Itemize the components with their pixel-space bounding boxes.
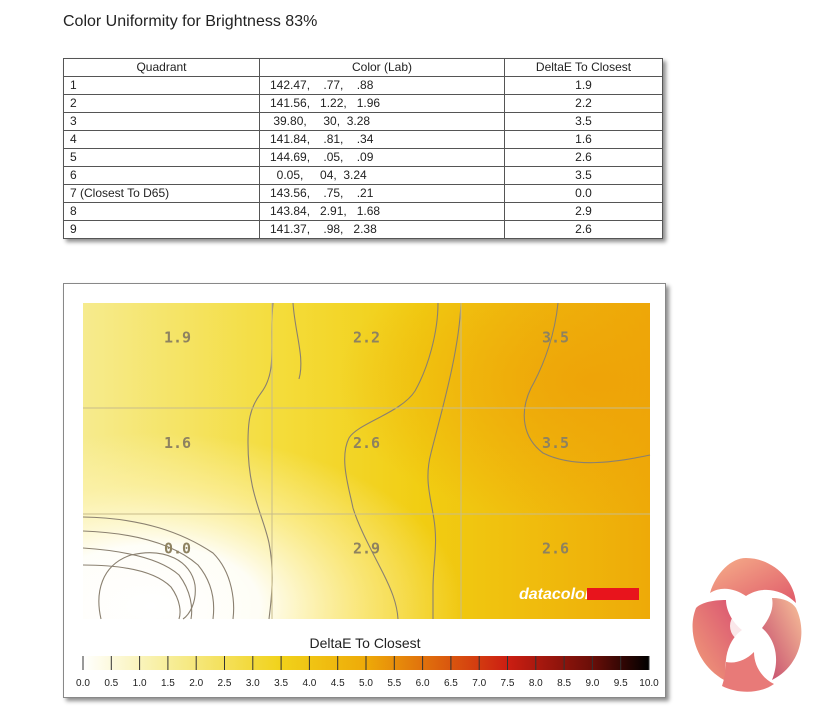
table-row: 7 (Closest To D65) 143.56, .75, .21 0.0: [63, 184, 663, 203]
scale-labels: 0.0 0.5 1.0 1.5 2.0 2.5 3.0 3.5 4.0 4.5 5.0 5.5 6.0 6…: [76, 678, 659, 689]
cell-lab: 141.37, .98, 2.38: [259, 220, 505, 239]
scale-tick-label: 2.0: [189, 678, 203, 689]
logo-mark: [692, 558, 802, 692]
table-row: 4 141.84, .81, .34 1.6: [63, 130, 663, 149]
scale-tick-label: 1.5: [161, 678, 175, 689]
table-row: 1 142.47, .77, .88 1.9: [63, 76, 663, 95]
scale-ticks: [82, 656, 650, 670]
scale-tick-label: 7.5: [501, 678, 515, 689]
cell-delta: 2.2: [504, 94, 663, 113]
cell-delta: 2.6: [504, 220, 663, 239]
header-color-lab: Color (Lab): [259, 58, 505, 77]
scale-tick-label: 1.0: [133, 678, 147, 689]
table-row: 2 141.56, 1.22, 1.96 2.2: [63, 94, 663, 113]
cell-delta: 2.6: [504, 148, 663, 167]
heatmap-cool-zone: [83, 303, 650, 619]
contour-line: [82, 547, 193, 620]
cell-lab: 0.05, 04, 3.24: [259, 166, 505, 185]
cell-quadrant: 3: [63, 112, 260, 131]
scale-tick-label: 2.5: [218, 678, 232, 689]
scale-tick-label: 4.5: [331, 678, 345, 689]
cell-delta: 2.9: [504, 202, 663, 221]
watermark-bar: [587, 588, 639, 600]
scale-title: DeltaE To Closest: [309, 635, 420, 651]
cell-quadrant: 5: [63, 148, 260, 167]
scale-tick-label: 0.0: [76, 678, 90, 689]
scale-tick-label: 0.5: [104, 678, 118, 689]
scale-tick-label: 9.5: [614, 678, 628, 689]
contour-line: [344, 302, 439, 620]
page-title: Color Uniformity for Brightness 83%: [63, 13, 318, 30]
cell-value-1: 1.9: [164, 329, 191, 347]
cell-quadrant: 8: [63, 202, 260, 221]
contour-lines: [82, 302, 651, 620]
cell-lab: 141.56, 1.22, 1.96: [259, 94, 505, 113]
table-row: 8 143.84, 2.91, 1.68 2.9: [63, 202, 663, 221]
cell-quadrant: 7 (Closest To D65): [63, 184, 260, 203]
color-scale: 0.0 0.5 1.0 1.5 2.0 2.5 3.0 3.5 4.0 4.5 5.0 5.5 6.0 6…: [76, 656, 659, 689]
cell-delta: 3.5: [504, 112, 663, 131]
table-row: 6 0.05, 04, 3.24 3.5: [63, 166, 663, 185]
cell-delta: 1.9: [504, 76, 663, 95]
table-row: 9 141.37, .98, 2.38 2.6: [63, 220, 663, 239]
cell-value-6: 3.5: [542, 434, 569, 452]
scale-tick-label: 9.0: [585, 678, 599, 689]
cell-lab: 144.69, .05, .09: [259, 148, 505, 167]
cell-quadrant: 9: [63, 220, 260, 239]
datacolor-watermark: datacolor: [519, 586, 639, 603]
cell-quadrant: 4: [63, 130, 260, 149]
grid-lines: [83, 303, 650, 619]
scale-tick-label: 10.0: [639, 678, 659, 689]
cell-value-3: 3.5: [542, 329, 569, 347]
uniformity-heatmap: 1.9 2.2 3.5 1.6 2.6 3.5 0.0 2.9 2.6 data…: [76, 302, 659, 689]
scale-tick-label: 5.5: [387, 678, 401, 689]
cell-value-8: 2.9: [353, 539, 380, 557]
cell-value-5: 2.6: [353, 434, 380, 452]
contour-line: [98, 552, 196, 620]
scale-tick-label: 3.0: [246, 678, 260, 689]
watermark-text: datacolor: [519, 586, 592, 603]
cell-lab: 143.84, 2.91, 1.68: [259, 202, 505, 221]
contour-line: [82, 530, 215, 620]
scale-tick-label: 3.5: [274, 678, 288, 689]
cell-delta: 0.0: [504, 184, 663, 203]
uniformity-chart-panel: 1.9 2.2 3.5 1.6 2.6 3.5 0.0 2.9 2.6 data…: [63, 283, 666, 698]
table-header-row: Quadrant Color (Lab) DeltaE To Closest: [63, 58, 663, 77]
scale-tick-label: 6.5: [444, 678, 458, 689]
brand-logo: [692, 558, 802, 692]
cell-delta: 1.6: [504, 130, 663, 149]
uniformity-table: Quadrant Color (Lab) DeltaE To Closest 1…: [63, 58, 663, 239]
cell-value-9: 2.6: [542, 539, 569, 557]
cell-quadrant: 1: [63, 76, 260, 95]
contour-line: [292, 302, 302, 380]
cell-lab: 142.47, .77, .88: [259, 76, 505, 95]
cell-quadrant: 6: [63, 166, 260, 185]
scale-tick-label: 8.5: [557, 678, 571, 689]
table-row: 5 144.69, .05, .09 2.6: [63, 148, 663, 167]
cell-value-7: 0.0: [164, 539, 191, 557]
cell-delta: 3.5: [504, 166, 663, 185]
contour-line: [82, 516, 235, 620]
scale-tick-label: 4.0: [302, 678, 316, 689]
contour-line: [427, 302, 462, 619]
cell-lab: 143.56, .75, .21: [259, 184, 505, 203]
scale-tick-label: 8.0: [529, 678, 543, 689]
cell-lab: 39.80, 30, 3.28: [259, 112, 505, 131]
scale-tick-label: 6.0: [416, 678, 430, 689]
cell-values: 1.9 2.2 3.5 1.6 2.6 3.5 0.0 2.9 2.6: [164, 329, 569, 558]
cell-quadrant: 2: [63, 94, 260, 113]
scale-tick-label: 7.0: [472, 678, 486, 689]
header-deltae: DeltaE To Closest: [504, 58, 663, 77]
cell-lab: 141.84, .81, .34: [259, 130, 505, 149]
table-row: 3 39.80, 30, 3.28 3.5: [63, 112, 663, 131]
header-quadrant: Quadrant: [63, 58, 260, 77]
scale-tick-label: 5.0: [359, 678, 373, 689]
cell-value-2: 2.2: [353, 329, 380, 347]
contour-line: [523, 302, 651, 464]
contour-line: [82, 564, 181, 620]
cell-value-4: 1.6: [164, 434, 191, 452]
